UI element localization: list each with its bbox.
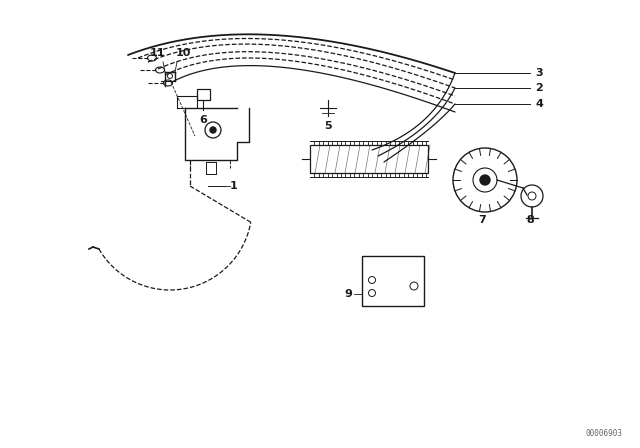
Circle shape <box>528 192 536 200</box>
Circle shape <box>381 159 387 165</box>
Bar <box>310 145 428 173</box>
Circle shape <box>480 175 490 185</box>
Text: 2: 2 <box>535 83 543 93</box>
Circle shape <box>369 276 376 284</box>
Circle shape <box>369 289 376 297</box>
Ellipse shape <box>163 80 173 86</box>
Text: 00006903: 00006903 <box>585 428 622 438</box>
Ellipse shape <box>147 55 157 61</box>
Text: 8: 8 <box>526 215 534 225</box>
Circle shape <box>369 147 375 153</box>
Text: 10: 10 <box>175 48 191 58</box>
Ellipse shape <box>156 67 164 73</box>
Circle shape <box>205 122 221 138</box>
Text: 7: 7 <box>478 215 486 225</box>
Text: 3: 3 <box>535 68 543 78</box>
Text: 1: 1 <box>230 181 237 191</box>
Circle shape <box>375 153 381 159</box>
Bar <box>362 256 424 306</box>
Text: 5: 5 <box>324 121 332 131</box>
Text: 9: 9 <box>344 289 352 299</box>
Circle shape <box>453 148 517 212</box>
Circle shape <box>410 282 418 290</box>
Circle shape <box>473 168 497 192</box>
Circle shape <box>210 127 216 133</box>
Text: 11: 11 <box>149 48 164 58</box>
Bar <box>197 89 210 100</box>
Circle shape <box>168 73 173 78</box>
Text: 6: 6 <box>199 115 207 125</box>
Text: 4: 4 <box>535 99 543 109</box>
Circle shape <box>521 185 543 207</box>
